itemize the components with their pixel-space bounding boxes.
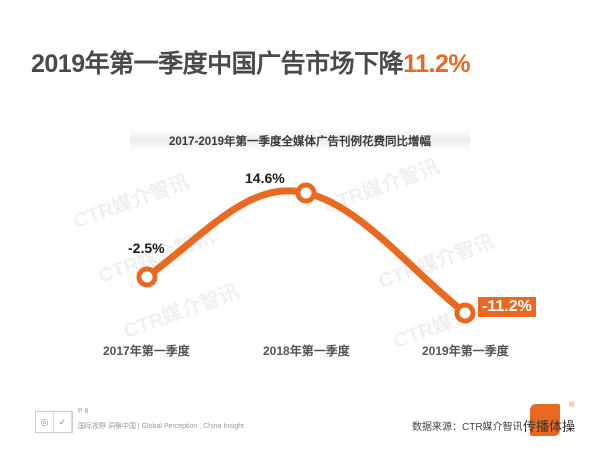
data-point-2019[interactable] bbox=[454, 302, 476, 324]
data-label-2017: -2.5% bbox=[128, 240, 165, 256]
data-label-2018: 14.6% bbox=[245, 170, 285, 186]
page-title: 2019年第一季度中国广告市场下降11.2% bbox=[31, 44, 471, 80]
title-highlight: 11.2% bbox=[403, 50, 471, 78]
certification-icon: ◎ bbox=[36, 412, 54, 432]
chart-title: 2017-2019年第一季度全媒体广告刊例花费同比增幅 bbox=[169, 136, 431, 148]
title-text: 2019年第一季度中国广告市场下降 bbox=[31, 50, 404, 78]
series-line bbox=[143, 187, 469, 317]
data-point-2017[interactable] bbox=[136, 266, 158, 288]
data-point-2018[interactable] bbox=[295, 182, 317, 204]
certification-logos: ◎ ✓ bbox=[35, 411, 73, 433]
x-axis-label-2018: 2018年第一季度 bbox=[263, 344, 350, 358]
chart-title-bar: 2017-2019年第一季度全媒体广告刊例花费同比增幅 bbox=[130, 129, 470, 151]
check-icon: ✓ bbox=[54, 412, 72, 432]
registered-mark: ® bbox=[569, 402, 575, 409]
footer-tagline: 国际视野 洞察中国 | Global Perception , China In… bbox=[78, 423, 244, 430]
data-label-2019: -11.2% bbox=[478, 297, 536, 317]
x-axis-label-2019: 2019年第一季度 bbox=[422, 344, 509, 358]
page-number: P 8 bbox=[78, 408, 89, 415]
brand-name: 传播体操 bbox=[523, 419, 576, 434]
brand-logo-icon bbox=[530, 404, 560, 436]
x-axis-label-2017: 2017年第一季度 bbox=[103, 344, 190, 358]
data-source: 数据来源：CTR媒介智讯 bbox=[412, 422, 523, 433]
